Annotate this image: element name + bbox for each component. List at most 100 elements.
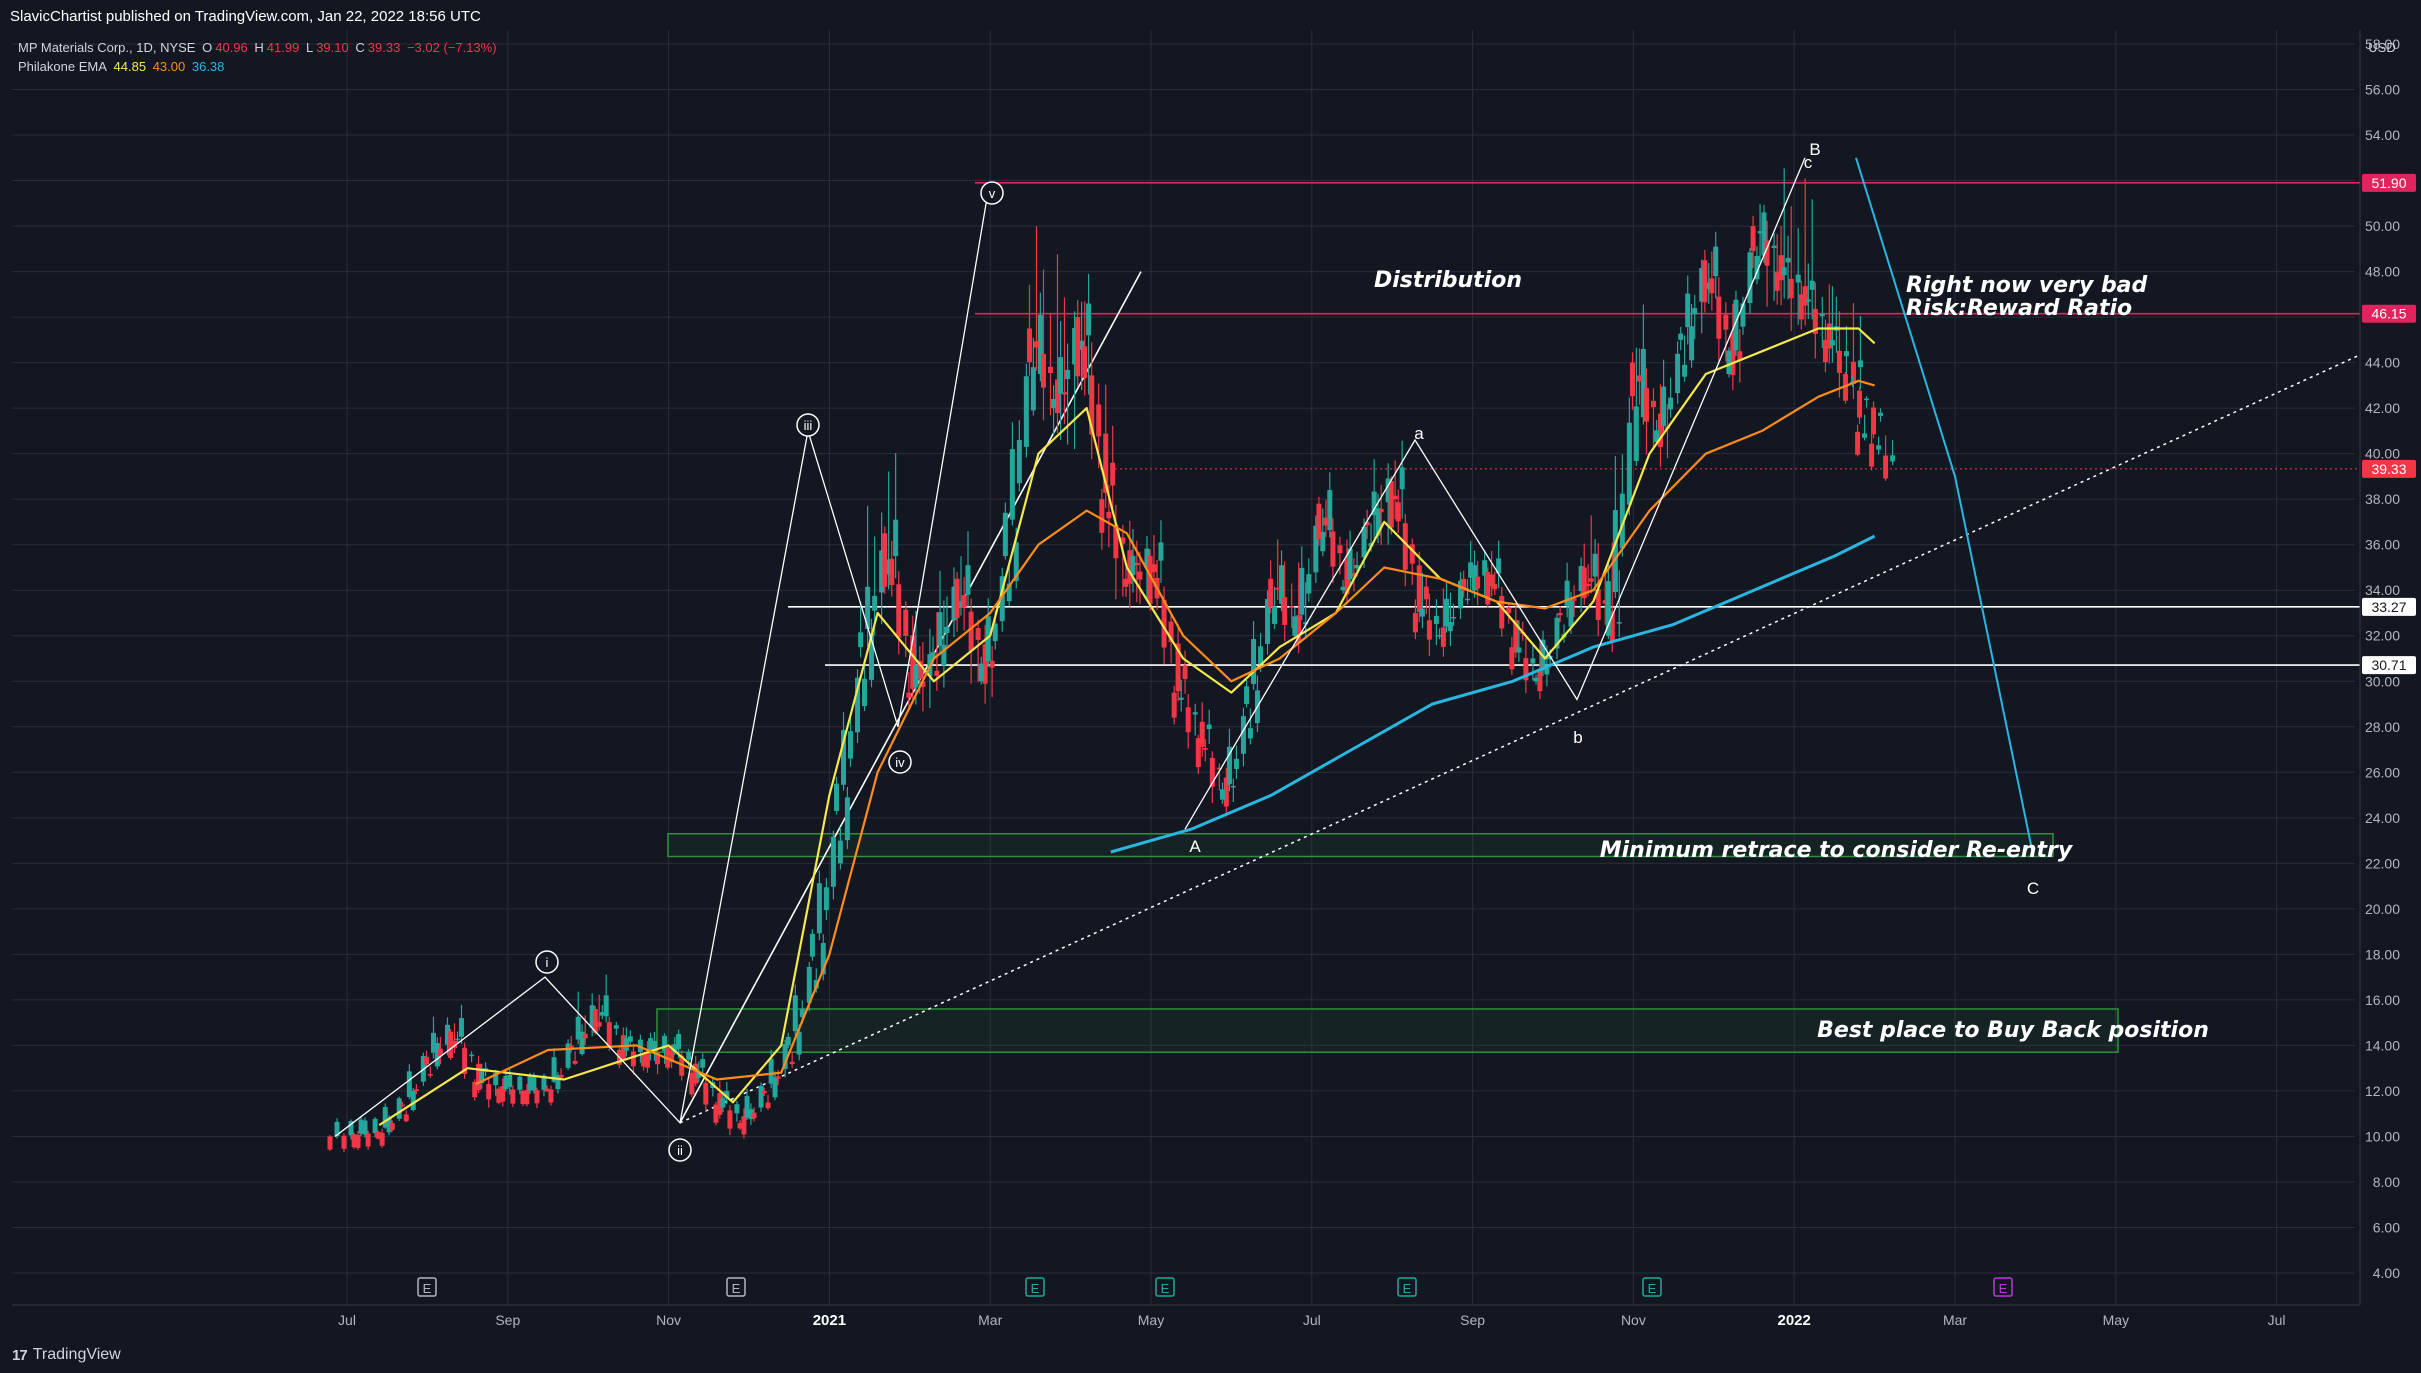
candle-body (1412, 612, 1418, 633)
candle (1216, 763, 1222, 791)
candle-body (782, 1044, 788, 1070)
time-axis[interactable]: Jul Sep Nov 2021 Mar May Jul Sep Nov 2022 Mar May Ju… (12, 1304, 2360, 1329)
candle (1226, 728, 1232, 792)
candle (1781, 168, 1787, 299)
candle-body (758, 1085, 764, 1108)
candle-body (1392, 495, 1398, 500)
candle-body (1855, 431, 1861, 455)
candle-body (1199, 721, 1205, 747)
candle-body (1409, 544, 1415, 564)
candle (1323, 499, 1329, 538)
candle-body (1581, 567, 1587, 599)
candle (1564, 562, 1570, 618)
candle-body (1006, 583, 1012, 602)
candle-body (1292, 616, 1298, 636)
candle-body (1564, 580, 1570, 606)
candle-body (1072, 328, 1078, 365)
text-annotations: Distribution Right now very badRisk:Rewar… (1374, 268, 2209, 1043)
candle-body (1843, 374, 1849, 401)
candle (1706, 263, 1712, 304)
candle-body (982, 644, 988, 684)
candle (882, 526, 888, 594)
candle (1871, 401, 1877, 439)
earnings-marker-box (1025, 1277, 1045, 1297)
candle-body (1306, 574, 1312, 594)
y-tick-label: 26.00 (2365, 764, 2400, 780)
candle-body (865, 586, 871, 629)
candle (1192, 703, 1198, 736)
candle-body (486, 1084, 492, 1100)
candle (1857, 315, 1863, 390)
candle (327, 1135, 333, 1151)
candle (1371, 459, 1377, 539)
candle-body (954, 578, 960, 619)
candle (1785, 235, 1791, 300)
y-tick-label: 42.00 (2365, 400, 2400, 416)
candle-body (1499, 596, 1505, 629)
footer-bar (0, 1340, 2421, 1373)
candle-body (500, 1086, 506, 1102)
candle (613, 1021, 619, 1036)
candle (351, 1132, 357, 1149)
candle (837, 826, 843, 870)
candle-body (1798, 294, 1804, 320)
earnings-marker-box (726, 1277, 746, 1297)
candle-body (476, 1063, 482, 1090)
candle (1588, 515, 1594, 594)
candle-body (1757, 231, 1763, 234)
candle (451, 1023, 457, 1054)
candle (544, 1085, 550, 1093)
candle (1713, 231, 1719, 299)
candle-body (1605, 581, 1611, 636)
candle-body (1682, 364, 1688, 377)
candle (1726, 347, 1732, 378)
candle (700, 1053, 706, 1073)
candle-body (327, 1136, 333, 1150)
candle (1685, 275, 1691, 345)
candle-body (1051, 399, 1057, 409)
y-tick-label: 56.00 (2365, 82, 2400, 98)
candle-body (1716, 296, 1722, 339)
earnings-marker: E (1155, 1277, 1175, 1297)
earnings-marker-text: E (1161, 1281, 1170, 1296)
candle-body (696, 1072, 702, 1078)
candle (816, 870, 822, 941)
candle-body (541, 1075, 547, 1090)
candle-body (1289, 606, 1295, 608)
candle-body (1864, 398, 1870, 401)
tradingview-logo[interactable]: 17 TradingView (12, 1346, 121, 1364)
candle-body (1640, 348, 1646, 418)
indicator-name: Philakone EMA (18, 59, 107, 74)
ema2-value: 43.00 (152, 59, 186, 74)
high-value: 41.99 (266, 40, 300, 55)
candle (841, 712, 847, 791)
candle (855, 669, 861, 743)
candle-body (1544, 667, 1550, 675)
candle (1137, 551, 1143, 605)
candle (1458, 572, 1464, 620)
candle-body (1178, 697, 1184, 700)
candle (592, 1006, 598, 1035)
candle-body (1602, 600, 1608, 604)
candle-body (1506, 608, 1512, 614)
candle (968, 598, 974, 684)
candle-body (503, 1075, 509, 1090)
candle (1171, 685, 1177, 725)
candle (1788, 206, 1794, 331)
abc-label-c: c (1804, 153, 1813, 172)
candle-body (544, 1088, 550, 1092)
candle (1130, 528, 1136, 593)
candle (689, 1068, 695, 1098)
candle-body (558, 1074, 564, 1078)
candle-body (1296, 615, 1302, 644)
y-tick-label: 30.00 (2365, 673, 2400, 689)
candle (1086, 273, 1092, 395)
candle (741, 1108, 747, 1139)
candle-body (724, 1090, 730, 1099)
candle-body (1492, 584, 1498, 590)
candle (1616, 570, 1622, 637)
candle-body (841, 730, 847, 785)
candle-body (472, 1081, 478, 1098)
